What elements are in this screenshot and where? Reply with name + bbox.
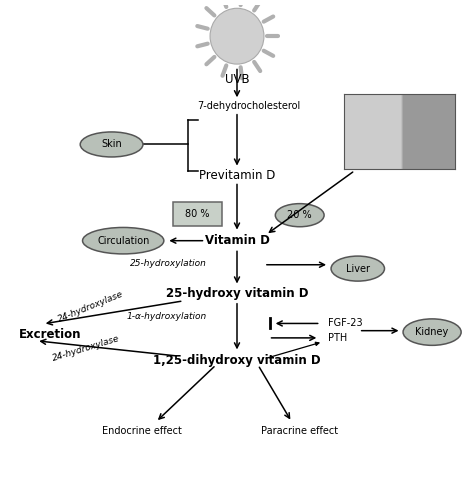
Text: 20 %: 20 % [287, 210, 312, 220]
Text: FGF-23: FGF-23 [328, 319, 362, 328]
Text: Kidney: Kidney [416, 327, 449, 337]
Text: 24-hydroxylase: 24-hydroxylase [51, 334, 121, 363]
Text: Vitamin D: Vitamin D [205, 234, 269, 247]
Text: Circulation: Circulation [97, 236, 149, 246]
Text: 25-hydroxylation: 25-hydroxylation [130, 259, 207, 268]
FancyBboxPatch shape [173, 202, 222, 226]
Ellipse shape [403, 319, 461, 345]
Text: 1,25-dihydroxy vitamin D: 1,25-dihydroxy vitamin D [153, 354, 321, 366]
Ellipse shape [275, 204, 324, 227]
Text: 1-α-hydroxylation: 1-α-hydroxylation [127, 312, 207, 321]
Text: Liver: Liver [346, 264, 370, 273]
Text: PTH: PTH [328, 333, 347, 343]
Text: Endocrine effect: Endocrine effect [102, 426, 182, 436]
Text: Skin: Skin [101, 139, 122, 149]
Ellipse shape [80, 132, 143, 157]
Text: 24-hydroxylase: 24-hydroxylase [56, 290, 125, 325]
Circle shape [210, 8, 264, 64]
Ellipse shape [82, 227, 164, 254]
Ellipse shape [331, 256, 384, 281]
Text: Previtamin D: Previtamin D [199, 169, 275, 182]
Text: 80 %: 80 % [185, 209, 210, 219]
Text: Paracrine effect: Paracrine effect [261, 426, 338, 436]
Text: 25-hydroxy vitamin D: 25-hydroxy vitamin D [166, 287, 308, 300]
Text: 7-dehydrocholesterol: 7-dehydrocholesterol [198, 101, 301, 111]
Text: Excretion: Excretion [18, 328, 81, 341]
Text: UVB: UVB [225, 73, 249, 86]
